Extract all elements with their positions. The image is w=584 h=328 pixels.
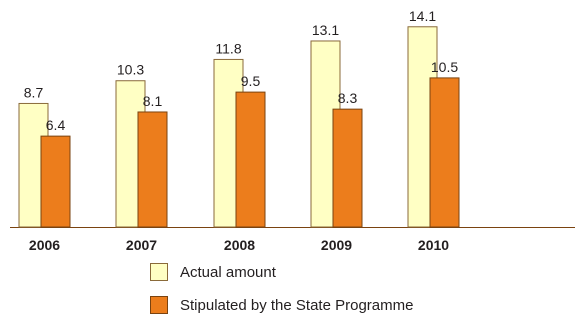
legend-label-actual: Actual amount — [180, 263, 276, 281]
data-label-stipulated-2007: 8.1 — [143, 93, 163, 109]
data-label-stipulated-2009: 8.3 — [338, 90, 358, 106]
x-tick-label-2009: 2009 — [321, 237, 352, 253]
data-label-actual-2008: 11.8 — [215, 40, 241, 56]
x-tick-label-2010: 2010 — [418, 237, 449, 253]
bar-stipulated-2009 — [332, 108, 363, 228]
data-label-stipulated-2006: 6.4 — [46, 117, 66, 133]
data-label-actual-2010: 14.1 — [409, 8, 436, 24]
data-label-actual-2006: 8.7 — [24, 84, 44, 100]
legend-item-stipulated: Stipulated by the State Programme — [150, 295, 413, 315]
bar-stipulated-2008 — [235, 91, 266, 228]
data-label-actual-2009: 13.1 — [312, 22, 339, 38]
data-label-stipulated-2010: 10.5 — [431, 59, 458, 75]
bar-stipulated-2010 — [429, 77, 460, 228]
bar-stipulated-2006 — [40, 135, 71, 228]
legend-item-actual: Actual amount — [150, 262, 413, 282]
bar-stipulated-2007 — [137, 111, 168, 228]
legend-label-stipulated: Stipulated by the State Programme — [180, 296, 414, 314]
legend-swatch-actual — [150, 263, 168, 281]
x-tick-label-2006: 2006 — [29, 237, 60, 253]
data-label-stipulated-2008: 9.5 — [241, 73, 261, 89]
x-tick-label-2008: 2008 — [224, 237, 255, 253]
data-label-actual-2007: 10.3 — [117, 62, 144, 78]
bar-chart: 8.7 6.4 10.3 8.1 11.8 9.5 13.1 8.3 14.1 10.5 2006… — [10, 8, 575, 253]
x-tick-label-2007: 2007 — [126, 237, 157, 253]
legend: Actual amount Stipulated by the State Pr… — [150, 262, 413, 328]
legend-swatch-stipulated — [150, 296, 168, 314]
